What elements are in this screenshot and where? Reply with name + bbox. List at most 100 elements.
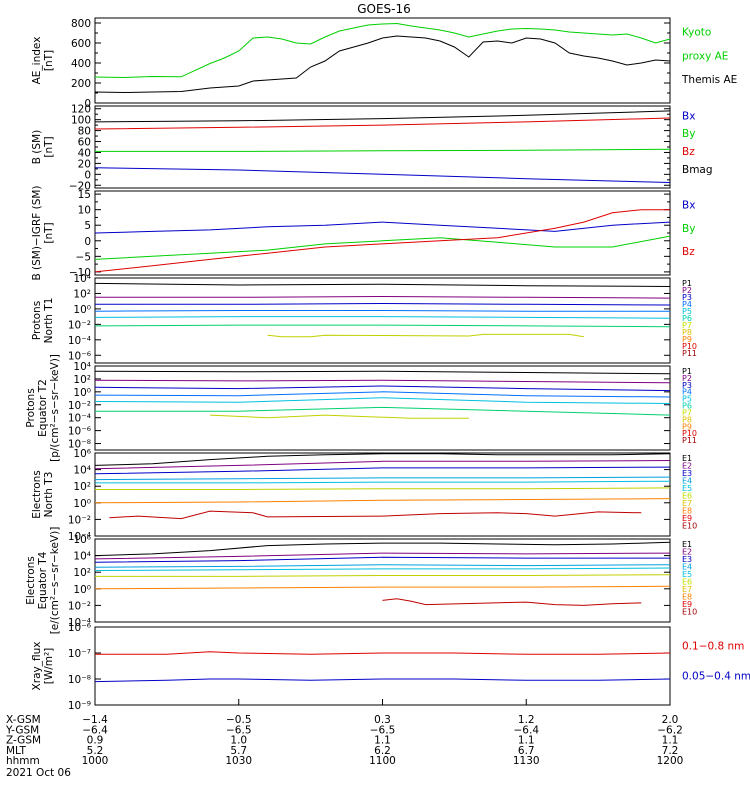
x-tick-label: 6.2 bbox=[374, 745, 391, 757]
series-line-p5 bbox=[94, 316, 671, 319]
series-line-p6 bbox=[94, 324, 671, 328]
y-tick-label: 200 bbox=[71, 78, 91, 90]
legend-entry: P10 bbox=[682, 342, 697, 351]
x-row-label: Z-GSM bbox=[6, 735, 41, 747]
series-line-e2 bbox=[94, 460, 671, 470]
y-tick-label: 10 bbox=[78, 205, 91, 217]
legend-entry: E10 bbox=[682, 608, 697, 617]
series-line-p1 bbox=[94, 370, 671, 375]
legend-entry: P7 bbox=[682, 408, 692, 417]
y-tick-label: 10⁻² bbox=[68, 319, 91, 331]
x-tick-label: 1.2 bbox=[518, 714, 535, 726]
x-tick-label: −6.5 bbox=[370, 724, 396, 736]
legend-entry: Bx bbox=[682, 110, 695, 122]
x-tick-label: −1.4 bbox=[82, 714, 108, 726]
panel-4: 10⁴ 10² 10⁰ 10⁻² 10⁻⁴ 10⁻⁶ ProtonsNorth T1 P1P2… bbox=[31, 273, 697, 364]
y-axis-label: Xray_flux[W/m²] bbox=[31, 642, 55, 691]
y-axis-label: AE_index[nT] bbox=[31, 37, 55, 85]
series-line-p7 bbox=[209, 414, 469, 419]
legend-entry: Bmag bbox=[682, 164, 713, 176]
legend-entry: P9 bbox=[682, 335, 692, 344]
series-line-0-05-0-4-nm bbox=[94, 678, 671, 683]
y-tick-label: 0 bbox=[84, 169, 91, 181]
panel-frame bbox=[94, 452, 671, 537]
y-tick-label: 10⁴ bbox=[73, 551, 91, 563]
series-line-e7 bbox=[94, 498, 671, 504]
y-tick-label: −10 bbox=[69, 267, 91, 279]
y-axis-label: ElectronsNorth T3 bbox=[31, 470, 55, 519]
y-tick-label: 10⁻⁴ bbox=[68, 335, 91, 347]
legend-entry: proxy AE bbox=[682, 50, 728, 62]
panel-frame bbox=[94, 17, 671, 104]
series-line-e3 bbox=[94, 466, 671, 475]
legend-entry: E8 bbox=[682, 593, 692, 602]
series-line-bx bbox=[94, 221, 671, 234]
legend-entry: Bz bbox=[682, 246, 695, 258]
x-tick-label: 2.0 bbox=[662, 714, 679, 726]
y-tick-label: 120 bbox=[71, 104, 91, 116]
x-row-label: hhmm bbox=[6, 755, 40, 767]
y-tick-label: 10⁻⁸ bbox=[68, 674, 91, 686]
series-line-0-1-0-8-nm bbox=[95, 651, 671, 655]
x-tick-label: 5.7 bbox=[230, 745, 247, 757]
series-line-p3 bbox=[94, 385, 671, 392]
series-line-p7 bbox=[267, 333, 584, 338]
series-line-e5 bbox=[94, 567, 671, 571]
y-tick-label: 10⁻² bbox=[68, 600, 91, 612]
legend-entry: By bbox=[682, 128, 695, 140]
y-tick-label: 600 bbox=[71, 38, 91, 50]
y-axis-label: ProtonsEquator T2[p/(cm²−s−sr−keV)] bbox=[25, 354, 61, 462]
legend-entry: 0.1−0.8 nm bbox=[682, 641, 744, 653]
y-tick-label: 400 bbox=[71, 58, 91, 70]
series-line-p5 bbox=[94, 397, 671, 404]
y-tick-label: −5 bbox=[76, 251, 91, 263]
legend-entry: P6 bbox=[682, 402, 692, 411]
y-axis-label: ElectronsEquator T4[e/(cm²−s−sr−keV)] bbox=[25, 527, 61, 635]
panel-8: 10⁻⁶ 10⁻⁷ 10⁻⁸ 10⁻⁹ Xray_flux[W/m²] 0.1−0.8 n… bbox=[31, 622, 750, 712]
legend-entry: E6 bbox=[682, 492, 692, 501]
panel-3: −10 −5 0 5 10 15 B (SM)−IGRF (SM)[nT] Bx By Bz bbox=[31, 185, 695, 280]
series-line-p2 bbox=[95, 295, 671, 299]
legend-entry: P3 bbox=[682, 381, 692, 390]
legend-entry: By bbox=[682, 223, 695, 235]
x-tick-label: 1.1 bbox=[662, 735, 679, 747]
x-tick-label: 5.2 bbox=[87, 745, 104, 757]
series-line-bz bbox=[94, 117, 671, 130]
legend-entry: P6 bbox=[682, 314, 692, 323]
series-line-bmag bbox=[94, 110, 671, 123]
x-tick-label: 6.7 bbox=[518, 745, 535, 757]
legend-entry: E3 bbox=[682, 469, 692, 478]
series-line-p2 bbox=[94, 379, 671, 384]
series-line-e9 bbox=[382, 598, 642, 606]
series-line-bz bbox=[94, 209, 670, 273]
y-tick-label: 5 bbox=[84, 220, 91, 232]
legend-entry: P10 bbox=[682, 429, 697, 438]
x-tick-label: 1.1 bbox=[374, 735, 391, 747]
x-row-label: X-GSM bbox=[6, 714, 41, 726]
series-line-e2 bbox=[94, 552, 671, 560]
legend-entry: P5 bbox=[682, 307, 692, 316]
x-tick-label: −6.5 bbox=[226, 724, 252, 736]
panel-7: 10⁶ 10⁴ 10² 10⁰ 10⁻² 10⁻⁴ ElectronsEquator T4[… bbox=[25, 527, 697, 635]
y-tick-label: 10⁻⁹ bbox=[68, 700, 91, 712]
panel-frame bbox=[94, 626, 671, 706]
y-tick-label: 20 bbox=[78, 158, 91, 170]
x-tick-label: −6.4 bbox=[514, 724, 540, 736]
series-line-e6 bbox=[95, 487, 671, 490]
legend-entry: E10 bbox=[682, 522, 697, 531]
y-tick-label: 10⁻² bbox=[68, 400, 91, 412]
y-tick-label: 10⁰ bbox=[73, 584, 91, 596]
x-tick-label: 0.9 bbox=[87, 735, 104, 747]
legend-entry: E3 bbox=[682, 555, 692, 564]
y-tick-label: 15 bbox=[78, 189, 91, 201]
y-tick-label: 80 bbox=[78, 126, 91, 138]
y-tick-label: 10² bbox=[73, 288, 91, 300]
series-line-p4 bbox=[94, 391, 671, 398]
series-line-e3 bbox=[94, 556, 670, 563]
legend-entry: Bx bbox=[682, 200, 695, 212]
x-tick-label: 1.0 bbox=[230, 735, 247, 747]
y-tick-label: 10⁴ bbox=[73, 465, 91, 477]
series-line-e1 bbox=[94, 541, 671, 557]
series-line-e9 bbox=[109, 510, 642, 520]
